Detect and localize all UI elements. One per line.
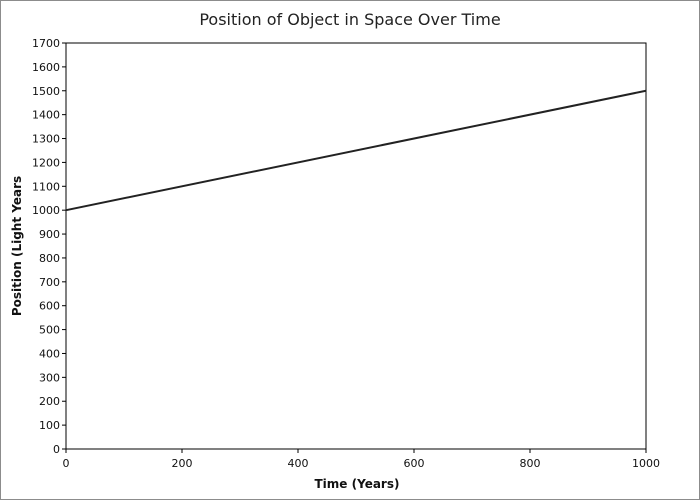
- y-tick-label: 1100: [32, 180, 60, 193]
- y-tick-label: 0: [53, 443, 60, 456]
- series-line: [65, 89, 647, 212]
- y-tick-label: 500: [39, 324, 60, 337]
- chart-title: Position of Object in Space Over Time: [199, 10, 500, 29]
- x-tick-label: 400: [288, 457, 309, 470]
- y-tick-label: 1700: [32, 37, 60, 50]
- y-tick-label: 1500: [32, 85, 60, 98]
- y-tick-label: 300: [39, 371, 60, 384]
- y-axis-label: Position (Light Years: [10, 176, 24, 316]
- x-tick-label: 1000: [632, 457, 660, 470]
- y-tick-label: 200: [39, 395, 60, 408]
- plot-area: 0 100 200 300 400 500 600 700 800 900 1000 1100 1200…: [32, 37, 660, 470]
- x-tick-label: 600: [404, 457, 425, 470]
- x-tick-label: 800: [520, 457, 541, 470]
- y-tick-label: 1600: [32, 61, 60, 74]
- y-tick-label: 400: [39, 347, 60, 360]
- y-tick-label: 600: [39, 300, 60, 313]
- y-tick-label: 1200: [32, 156, 60, 169]
- x-tick-label: 200: [172, 457, 193, 470]
- y-tick-label: 100: [39, 419, 60, 432]
- y-tick-label: 900: [39, 228, 60, 241]
- x-tick-label: 0: [63, 457, 70, 470]
- y-tick-label: 800: [39, 252, 60, 265]
- y-tick-label: 700: [39, 276, 60, 289]
- y-tick-label: 1400: [32, 109, 60, 122]
- x-axis-label: Time (Years): [315, 477, 400, 491]
- plot-border: [65, 42, 647, 450]
- y-tick-label: 1000: [32, 204, 60, 217]
- y-tick-label: 1300: [32, 133, 60, 146]
